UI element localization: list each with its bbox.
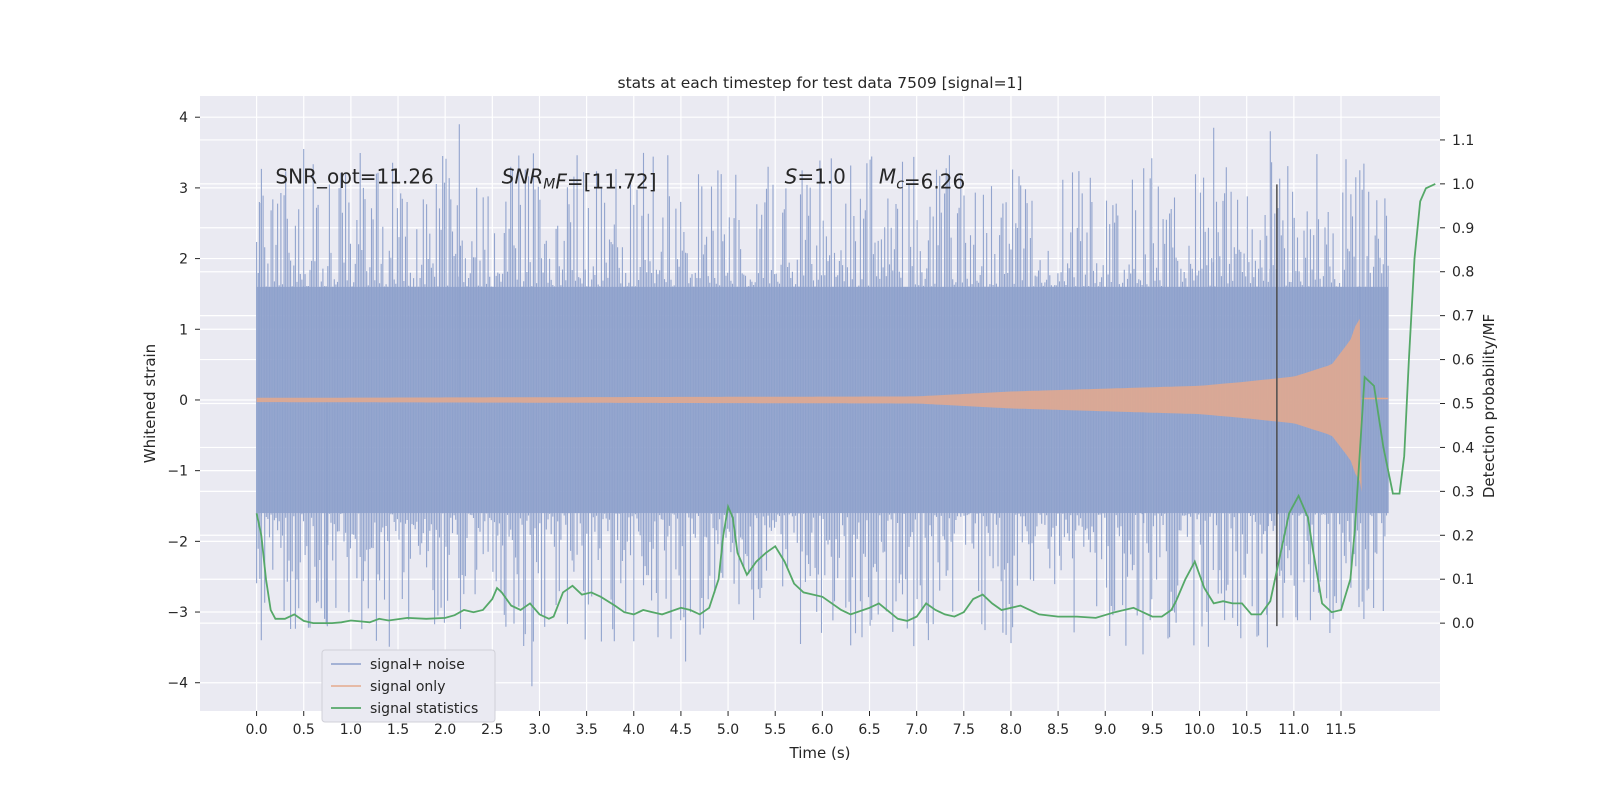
x-tick-label: 11.5: [1325, 722, 1356, 738]
x-tick-label: 6.5: [858, 722, 880, 738]
x-tick-label: 0.5: [293, 722, 315, 738]
y2-tick-label: 0.5: [1452, 397, 1474, 413]
x-tick-label: 1.0: [340, 722, 362, 738]
annotation-text: SNRMF=[11.72]: [502, 165, 657, 194]
annotation-part: =6.26: [904, 170, 965, 194]
annotation-part: SNR_opt=11.26: [275, 165, 433, 189]
annotation-part: c: [896, 177, 904, 193]
x-tick-label: 3.0: [528, 722, 550, 738]
x-tick-label: 2.0: [434, 722, 456, 738]
legend-label-signal-only: signal only: [370, 679, 445, 695]
signal-statistics-series-layer: [255, 183, 1436, 624]
chart-title: stats at each timestep for test data 750…: [618, 74, 1023, 92]
y2-tick-label: 0.6: [1452, 353, 1474, 369]
annotation-part: F: [555, 170, 567, 194]
y-axis-label: Whitened strain: [141, 344, 159, 463]
y2-tick-label: 0.7: [1452, 309, 1474, 325]
y-tick-label: −4: [167, 676, 188, 692]
x-tick-label: 5.5: [764, 722, 786, 738]
annotation-part: =[11.72]: [567, 170, 657, 194]
legend-label-signal-statistics: signal statistics: [370, 701, 478, 717]
x-tick-label: 5.0: [717, 722, 739, 738]
y-tick-label: −3: [167, 605, 188, 621]
annotation-text: S=1.0: [785, 165, 846, 189]
x-tick-label: 10.5: [1231, 722, 1262, 738]
x-tick-label: 7.0: [906, 722, 928, 738]
legend: signal+ noise signal only signal statist…: [321, 649, 496, 723]
y2-tick-label: 1.0: [1452, 177, 1474, 193]
annotation-text: Mc=6.26: [879, 165, 965, 194]
signal-statistics-line: [255, 183, 1436, 624]
x-tick-label: 6.0: [811, 722, 833, 738]
y2-tick-label: 0.3: [1452, 484, 1474, 500]
y2-tick-label: 0.2: [1452, 528, 1474, 544]
x-tick-label: 9.5: [1141, 722, 1163, 738]
legend-label-signal-noise: signal+ noise: [370, 657, 465, 673]
x-tick-label: 3.5: [575, 722, 597, 738]
y-tick-label: 4: [179, 110, 188, 126]
y2-tick-label: 0.9: [1452, 221, 1474, 237]
y2-tick-label: 0.1: [1452, 572, 1474, 588]
y2-tick-label: 1.1: [1452, 133, 1474, 149]
legend-box: [321, 649, 496, 723]
x-tick-label: 1.5: [387, 722, 409, 738]
x-tick-label: 8.0: [1000, 722, 1022, 738]
annotation-text: SNR_opt=11.26: [275, 165, 433, 189]
y2-tick-label: 0.4: [1452, 440, 1474, 456]
x-tick-label: 9.0: [1094, 722, 1116, 738]
annotation-part: M: [543, 177, 555, 193]
y-tick-label: 1: [179, 322, 188, 338]
x-tick-label: 10.0: [1184, 722, 1215, 738]
axis-layer: 0.0 0.5 1.0 1.5 2.0 2.5 3.0 3.5 4.0 4.5 5.0 5.5 6.0 6…: [167, 110, 1474, 738]
y2-tick-label: 0.8: [1452, 265, 1474, 281]
y-tick-label: −1: [167, 464, 188, 480]
x-axis-label: Time (s): [789, 744, 851, 762]
y-tick-label: 0: [179, 393, 188, 409]
annotation-part: M: [879, 165, 896, 189]
y-tick-label: 2: [179, 252, 188, 268]
x-tick-label: 4.5: [670, 722, 692, 738]
annotation-part: S: [785, 165, 798, 189]
signal-only-series-layer: [256, 318, 1389, 492]
x-tick-label: 0.0: [245, 722, 267, 738]
y2-axis-label: Detection probability/MF: [1480, 314, 1498, 498]
annotation-layer: SNR_opt=11.26 SNRMF=[11.72] S=1.0 Mc=6.26: [275, 165, 965, 194]
y2-tick-label: 0.0: [1452, 616, 1474, 632]
y-tick-label: −2: [167, 534, 188, 550]
x-tick-label: 7.5: [953, 722, 975, 738]
x-tick-label: 4.0: [623, 722, 645, 738]
x-tick-label: 11.0: [1278, 722, 1309, 738]
annotation-part: SNR: [502, 165, 544, 189]
annotation-part: =1.0: [797, 165, 846, 189]
signal-only-envelope: [256, 318, 1362, 492]
x-tick-label: 8.5: [1047, 722, 1069, 738]
y-tick-label: 3: [179, 181, 188, 197]
x-tick-label: 2.5: [481, 722, 503, 738]
